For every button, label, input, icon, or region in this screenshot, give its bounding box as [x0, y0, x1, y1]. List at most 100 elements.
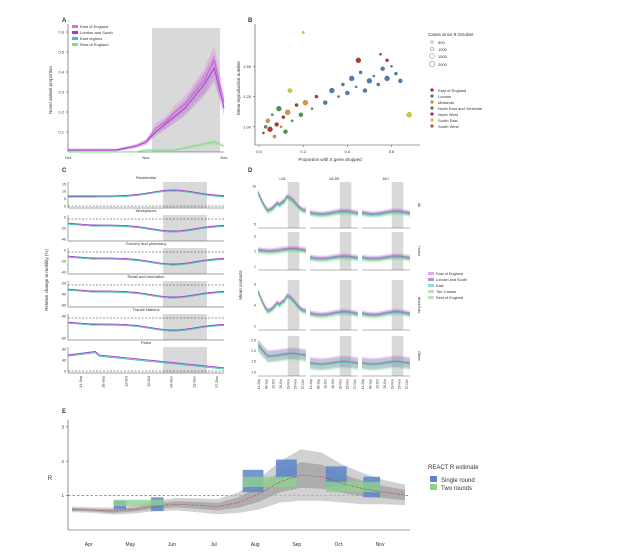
contacts-line	[257, 248, 307, 252]
scatter-point	[265, 118, 271, 124]
panel-b: B Proportion with S gene dropped Mean re…	[236, 18, 483, 162]
panel-d-label: D	[248, 168, 253, 174]
scatter-point	[349, 75, 355, 82]
y-tick-label: 2	[61, 459, 64, 464]
panel-c-ylabel: Relative change in mobility (%)	[44, 249, 49, 311]
svg-text:London and South: London and South	[436, 278, 467, 282]
panel-b-xlabel: Proportion with S gene dropped	[298, 157, 362, 162]
y-tick-label: 1.00	[243, 124, 252, 129]
contacts-line	[257, 193, 307, 213]
contacts-band	[258, 288, 306, 313]
y-tick-label: -40	[61, 292, 66, 296]
scatter-point	[294, 103, 299, 107]
subpanel-shade	[391, 336, 404, 376]
x-tick-label: 09-Nov	[338, 379, 342, 390]
y-tick-label: 6	[254, 282, 256, 286]
svg-text:500: 500	[438, 40, 445, 45]
svg-text:Rest of England: Rest of England	[80, 42, 108, 47]
contacts-line	[257, 345, 307, 358]
row-title: All	[417, 203, 421, 207]
mobility-line	[67, 222, 225, 232]
panel-e-label: E	[62, 409, 66, 415]
y-tick-label: -60	[61, 303, 66, 307]
contacts-band	[258, 190, 306, 214]
y-tick-label: 15	[62, 182, 66, 186]
svg-text:Midlands: Midlands	[438, 100, 454, 105]
panel-e-confidence-band	[72, 449, 405, 515]
panel-a-ylabel: Novel variant proportion	[48, 66, 53, 114]
contacts-line	[257, 192, 307, 211]
x-tick-label: 07-Dec	[301, 379, 305, 390]
svg-text:Tier 4 areas: Tier 4 areas	[436, 290, 456, 294]
contacts-line	[361, 312, 411, 316]
x-tick-label: Aug	[251, 542, 260, 548]
series-line	[68, 141, 225, 153]
contacts-line	[257, 290, 307, 311]
x-tick-label: 28-Sep	[264, 379, 268, 390]
series-line	[68, 66, 225, 151]
panel-c-x-ticks: 14-Sep 28-Sep 12-Oct 26-Oct 09-Nov 23-Nov 07-D…	[79, 376, 219, 388]
subpanel-title: Workplaces	[136, 208, 157, 213]
x-tick-label: 0.6	[389, 149, 395, 154]
contacts-line	[361, 361, 411, 365]
scatter-point	[272, 134, 277, 139]
subpanel-title: Transit stations	[133, 307, 160, 312]
mobility-line	[68, 189, 225, 197]
contacts-line	[257, 345, 307, 357]
svg-text:East regions: East regions	[80, 36, 102, 41]
y-tick-label: -60	[61, 336, 66, 340]
contacts-line	[361, 362, 411, 366]
contacts-line	[309, 257, 359, 261]
react-single-round	[275, 459, 297, 479]
scatter-point	[310, 107, 314, 111]
x-tick-label: 23-Nov	[294, 379, 298, 390]
contacts-line	[361, 311, 411, 316]
react-two-rounds	[325, 481, 381, 493]
panel-b-y-ticks: 1.00 1.25 1.50	[243, 64, 255, 129]
scatter-point	[384, 75, 390, 82]
y-tick-label: 40	[62, 358, 66, 362]
y-tick-label: 3	[61, 424, 64, 429]
panel-a-legend: East of England London and South East re…	[72, 24, 113, 47]
y-tick-label: 0.5	[58, 50, 64, 55]
svg-text:Cases since 9 October: Cases since 9 October	[428, 32, 474, 37]
series-band	[68, 139, 224, 152]
contacts-band	[258, 189, 306, 213]
panel-d-ylabel: Mean contacts	[238, 270, 243, 300]
x-tick-label: 23-Nov	[346, 379, 350, 390]
x-tick-label: 26-Oct	[147, 376, 151, 387]
contacts-line	[309, 211, 359, 216]
subpanel-title: Parks	[141, 340, 151, 345]
column-title: 18-59	[329, 176, 340, 181]
scatter-point	[394, 71, 398, 76]
panel-d-legend: East of England London and South East Ti…	[428, 272, 467, 300]
y-tick-label: 2.0	[251, 349, 256, 353]
subpanel-shade	[339, 336, 352, 376]
contacts-line	[257, 344, 307, 356]
scatter-point	[337, 95, 340, 98]
x-tick-label: 23-Nov	[192, 376, 196, 388]
scatter-point	[285, 109, 291, 115]
contacts-line	[257, 193, 307, 212]
scatter-point	[372, 74, 376, 78]
mobility-line	[67, 321, 225, 331]
scatter-point	[341, 82, 345, 87]
scatter-point	[398, 78, 403, 84]
contacts-band	[258, 191, 306, 215]
y-tick-label: 1	[61, 493, 64, 498]
svg-text:2000: 2000	[438, 62, 448, 67]
svg-text:1500: 1500	[438, 54, 448, 59]
svg-text:East of England: East of England	[80, 24, 108, 29]
subpanel-shade	[287, 182, 300, 228]
subpanel-shade	[339, 280, 352, 330]
svg-text:South West: South West	[438, 124, 459, 129]
y-tick-label: -40	[61, 314, 66, 318]
svg-text:South East: South East	[438, 118, 458, 123]
x-tick-label: 07-Dec	[215, 376, 219, 388]
scatter-point	[385, 58, 389, 63]
scatter-point	[263, 125, 268, 129]
scatter-point	[358, 70, 363, 75]
contacts-line	[309, 256, 359, 259]
scatter-point	[281, 115, 286, 119]
y-tick-label: -20	[61, 226, 66, 230]
